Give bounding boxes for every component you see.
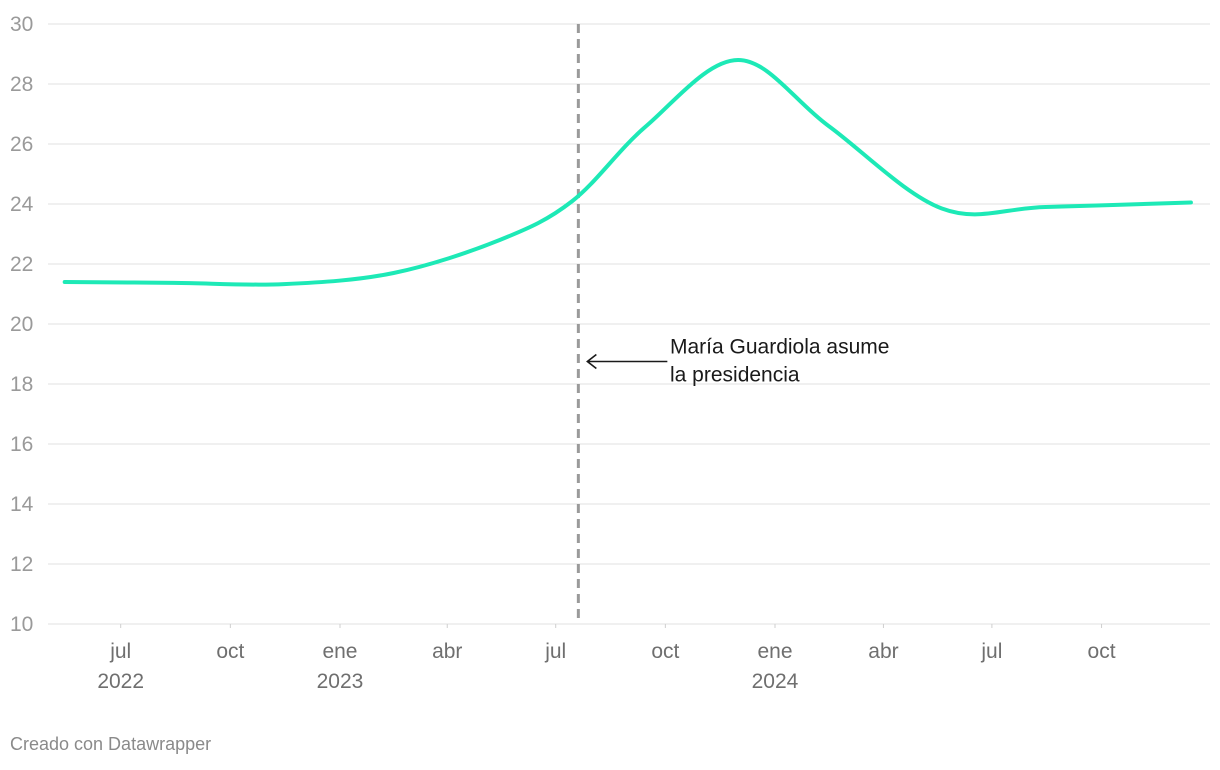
annotation-text-line-2: la presidencia bbox=[670, 364, 800, 387]
credit-text: Creado con Datawrapper bbox=[10, 734, 212, 754]
y-tick-label: 14 bbox=[10, 493, 34, 516]
gridlines bbox=[48, 23, 1210, 625]
y-tick-label: 10 bbox=[10, 613, 33, 636]
x-tick-label: oct bbox=[216, 640, 244, 663]
annotation: María Guardiola asume la presidencia bbox=[586, 336, 889, 387]
x-tick-year: 2024 bbox=[752, 670, 799, 693]
x-tick-label: oct bbox=[1088, 640, 1116, 663]
y-tick-label: 12 bbox=[10, 553, 33, 576]
series-line bbox=[62, 58, 1193, 287]
y-tick-label: 30 bbox=[10, 13, 33, 36]
x-tick-label: jul bbox=[109, 640, 131, 663]
x-tick-label: jul bbox=[980, 640, 1002, 663]
y-tick-label: 28 bbox=[10, 73, 33, 96]
x-tick-year: 2023 bbox=[317, 670, 364, 693]
x-axis-ticks: jul 2022 oct ene 2023 abr jul oct ene 2024 abr jul o… bbox=[97, 624, 1116, 693]
x-tick-label: ene bbox=[322, 640, 357, 663]
x-tick-label: jul bbox=[544, 640, 566, 663]
x-tick-label: ene bbox=[757, 640, 792, 663]
annotation-arrow bbox=[586, 353, 668, 370]
y-tick-label: 24 bbox=[10, 193, 34, 216]
y-tick-label: 18 bbox=[10, 373, 33, 396]
y-tick-label: 26 bbox=[10, 133, 33, 156]
x-tick-label: abr bbox=[868, 640, 898, 663]
y-tick-label: 16 bbox=[10, 433, 33, 456]
x-tick-label: abr bbox=[432, 640, 462, 663]
x-tick-year: 2022 bbox=[97, 670, 144, 693]
y-axis-ticks: 10 12 14 16 18 20 22 24 26 28 30 bbox=[10, 13, 34, 636]
y-tick-label: 20 bbox=[10, 313, 33, 336]
y-tick-label: 22 bbox=[10, 253, 33, 276]
annotation-text-line-1: María Guardiola asume bbox=[670, 336, 889, 359]
x-tick-label: oct bbox=[651, 640, 679, 663]
